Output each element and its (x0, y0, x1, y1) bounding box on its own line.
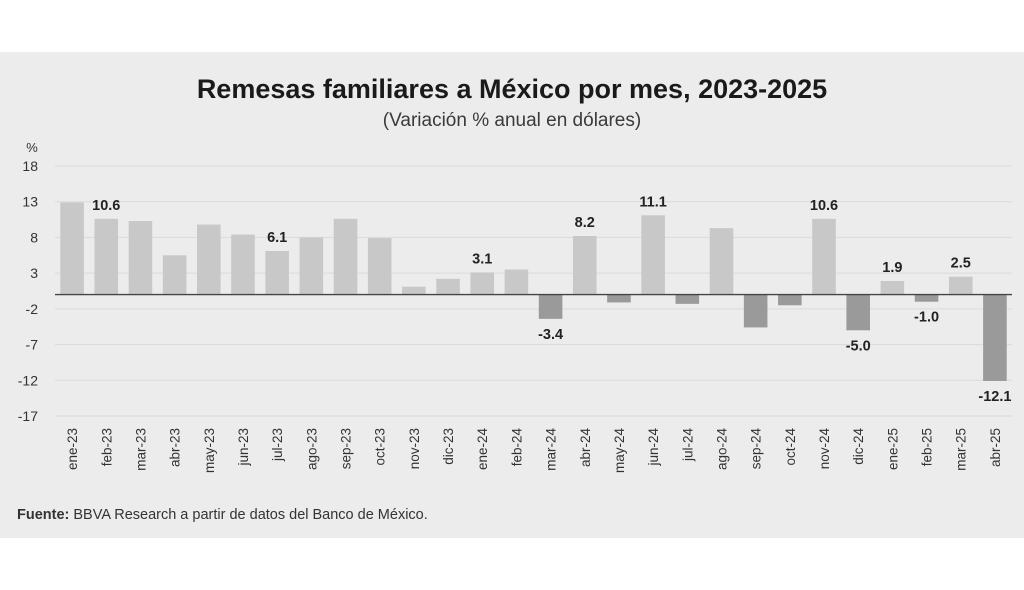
x-tick-label: jul-23 (270, 428, 285, 462)
data-label: -1.0 (914, 310, 939, 326)
data-label: 10.6 (810, 198, 838, 214)
y-tick-label: 13 (22, 194, 38, 210)
x-tick-label: mar-23 (133, 428, 148, 471)
x-tick-label: jul-24 (680, 428, 695, 463)
data-label: 10.6 (92, 198, 120, 214)
x-tick-label: sep-24 (749, 428, 764, 470)
bar (436, 278, 460, 295)
bar (538, 294, 563, 319)
data-label: 1.9 (882, 260, 902, 276)
data-label: 8.2 (575, 215, 595, 231)
x-tick-label: mar-24 (544, 428, 559, 471)
bar (709, 228, 734, 295)
data-label: -12.1 (978, 389, 1011, 405)
x-tick-label: mar-25 (954, 428, 969, 471)
bar (367, 238, 392, 295)
bar (812, 218, 836, 295)
x-tick-label: may-23 (202, 428, 217, 473)
y-tick-label: 8 (30, 229, 38, 245)
data-label: 11.1 (639, 194, 666, 210)
x-tick-label: ene-25 (885, 428, 900, 470)
bar (162, 255, 187, 295)
bar (504, 269, 529, 295)
data-label: 2.5 (951, 256, 971, 272)
x-tick-label: ago-23 (304, 428, 319, 470)
x-tick-label: feb-24 (509, 428, 524, 467)
bar (60, 202, 84, 295)
y-tick-label: -17 (18, 408, 38, 424)
x-tick-label: jun-23 (236, 428, 251, 467)
bar (470, 272, 495, 295)
x-tick-label: sep-23 (339, 428, 354, 469)
bar (743, 294, 768, 328)
x-tick-label: oct-23 (373, 428, 388, 466)
bar (675, 294, 700, 304)
y-tick-label: 18 (22, 158, 38, 174)
bar (94, 218, 119, 295)
bar (197, 224, 221, 295)
y-axis-unit-label: % (26, 140, 38, 155)
bar (299, 237, 324, 295)
data-label: -5.0 (846, 338, 871, 354)
x-tick-label: feb-25 (920, 428, 935, 466)
x-tick-label: nov-24 (817, 428, 832, 470)
x-tick-label: abr-25 (988, 428, 1003, 467)
data-label: 6.1 (267, 230, 287, 246)
x-tick-label: dic-23 (441, 428, 456, 465)
data-label: -3.4 (538, 327, 563, 343)
source-label: Fuente: (17, 507, 70, 523)
y-tick-label: -2 (26, 301, 39, 317)
x-tick-label: ene-23 (65, 428, 80, 470)
bar (265, 251, 289, 295)
x-tick-label: jun-24 (646, 428, 661, 467)
x-tick-label: dic-24 (851, 428, 866, 465)
bar (983, 294, 1007, 381)
x-tick-label: feb-23 (99, 428, 114, 466)
x-tick-label: abr-23 (168, 428, 183, 467)
x-tick-label: ago-24 (714, 428, 729, 471)
x-tick-label: abr-24 (578, 428, 593, 468)
bar (128, 221, 153, 295)
bar (572, 236, 597, 295)
bar (880, 281, 905, 295)
bar (333, 218, 358, 295)
bar (846, 294, 870, 331)
x-tick-label: ene-24 (475, 428, 490, 471)
x-tick-label: may-24 (612, 428, 627, 474)
source-note: Fuente: BBVA Research a partir de datos … (17, 507, 428, 523)
chart-subtitle: (Variación % anual en dólares) (382, 110, 642, 131)
chart-title: Remesas familiares a México por mes, 202… (196, 74, 828, 104)
data-label: 3.1 (472, 251, 492, 267)
y-tick-label: -7 (26, 337, 39, 353)
source-text: BBVA Research a partir de datos del Banc… (69, 507, 428, 523)
bar (607, 294, 631, 303)
x-tick-label: nov-23 (407, 428, 422, 469)
bar (402, 286, 426, 295)
bar (641, 215, 665, 295)
x-tick-label: oct-24 (783, 428, 798, 466)
bar (231, 234, 255, 295)
bar (778, 294, 802, 306)
bar (914, 294, 939, 302)
y-tick-label: 3 (30, 265, 38, 281)
bar (948, 276, 973, 295)
y-tick-label: -12 (18, 372, 38, 388)
